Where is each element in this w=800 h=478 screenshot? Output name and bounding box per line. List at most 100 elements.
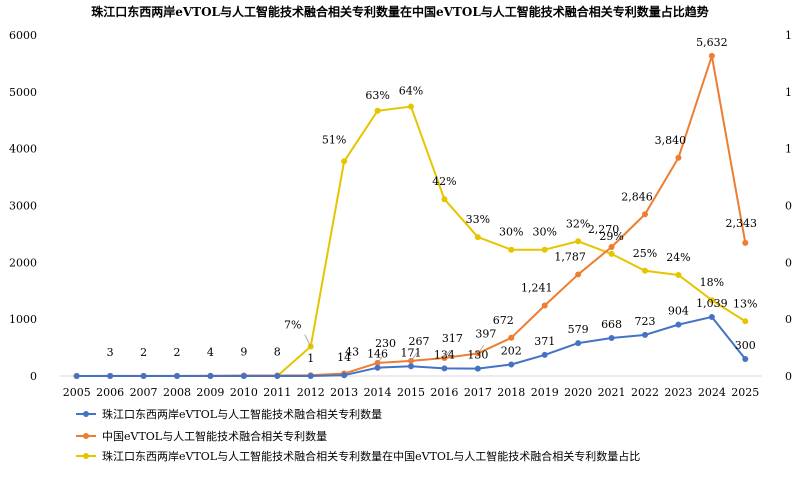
y-tick-label: 6000: [9, 29, 37, 42]
prd-series-point: [274, 373, 281, 379]
prd-series-point: [474, 365, 481, 372]
data-label: 202: [501, 345, 522, 358]
y2-axis: 0 0 0 0 1 1 1: [785, 29, 792, 383]
legend-entry: 珠江口东西两岸eVTOL与人工智能技术融合相关专利数量在中国eVTOL与人工智能…: [102, 449, 640, 463]
share-series-point: [541, 246, 548, 253]
x-tick-label: 2019: [531, 386, 559, 399]
data-label: 668: [601, 318, 622, 331]
label-leader: [377, 354, 384, 364]
prd-series-point: [307, 372, 314, 379]
x-tick-label: 2008: [163, 386, 191, 399]
x-tick-label: 2012: [297, 386, 325, 399]
data-label: 300: [735, 339, 756, 352]
data-label: 397: [475, 327, 496, 340]
data-label: 13%: [733, 297, 757, 310]
data-label: 1,787: [554, 250, 586, 263]
y-tick-label: 2000: [9, 256, 37, 269]
y-tick-label: 5000: [9, 86, 37, 99]
share-series-point: [341, 158, 348, 165]
prd-series-point: [140, 373, 147, 379]
share-series-point: [708, 297, 715, 304]
prd-series-point: [575, 340, 582, 347]
data-label: 42%: [432, 175, 456, 188]
y-tick-label: 3000: [9, 200, 37, 213]
x-tick-label: 2021: [598, 386, 626, 399]
prd-series-point: [240, 372, 247, 379]
y2-tick-label: 0: [785, 313, 792, 326]
share-series-point: [441, 196, 448, 203]
data-label: 3,840: [655, 134, 687, 147]
share-series-point: [408, 103, 414, 110]
x-tick-label: 2010: [230, 386, 258, 399]
x-tick-label: 2006: [96, 386, 124, 399]
data-label: 371: [534, 335, 555, 348]
share-series-point: [575, 238, 582, 245]
legend-swatch-marker: [83, 433, 89, 439]
prd-series-point: [642, 331, 648, 338]
data-label: 2,343: [726, 217, 758, 230]
x-axis: 2005 2006 2007 2008 2009 2010 2011 2012 2013 2014…: [60, 375, 762, 399]
label-leader: [477, 345, 485, 354]
data-label: 146: [367, 348, 388, 361]
y-tick-label: 4000: [9, 143, 37, 156]
data-label: 267: [409, 335, 430, 348]
data-label: 904: [668, 305, 689, 318]
y2-tick-label: 0: [785, 370, 792, 383]
data-label: 33%: [466, 213, 490, 226]
x-tick-label: 2005: [63, 386, 91, 399]
x-tick-label: 2017: [464, 386, 492, 399]
data-label: 3: [107, 346, 114, 359]
data-label: 134: [434, 348, 455, 361]
x-tick-label: 2011: [263, 386, 291, 399]
prd-series-point: [207, 373, 214, 379]
x-tick-label: 2007: [130, 386, 158, 399]
share-series-point: [675, 271, 682, 278]
share-series-point: [508, 246, 515, 253]
y2-tick-label: 0: [785, 200, 792, 213]
data-label: 1: [307, 352, 314, 365]
x-tick-label: 2014: [364, 386, 392, 399]
data-label: 171: [401, 346, 422, 359]
label-leader: [410, 352, 418, 362]
share-series-point: [608, 250, 615, 257]
prd-series-point: [174, 373, 180, 379]
data-label: 5,632: [696, 36, 728, 49]
data-label: 2: [174, 346, 181, 359]
data-label: 317: [442, 332, 463, 345]
prd-series-point: [107, 373, 114, 379]
x-tick-label: 2023: [664, 386, 692, 399]
share-series-point: [374, 107, 381, 114]
label-leader: [304, 334, 312, 347]
data-label: 2,270: [588, 223, 620, 236]
data-label: 230: [375, 337, 396, 350]
data-label: 1,241: [521, 281, 553, 294]
data-label: 64%: [399, 85, 423, 98]
share-series-point: [474, 234, 481, 241]
x-tick-label: 2022: [631, 386, 659, 399]
x-tick-label: 2009: [196, 386, 224, 399]
data-label: 4: [207, 346, 214, 359]
china-series-point: [608, 243, 615, 250]
data-label: 63%: [365, 89, 389, 102]
data-label: 30%: [499, 226, 523, 239]
china-series-point: [508, 334, 515, 341]
x-tick-label: 2016: [430, 386, 458, 399]
data-label: 579: [568, 323, 589, 336]
legend-entry: 珠江口东西两岸eVTOL与人工智能技术融合相关专利数量: [102, 407, 382, 421]
legend-swatch-marker: [83, 453, 89, 459]
plot-area: 1 14 146 171 134 130 202 371 579 668 723 904 1,039 30…: [73, 36, 758, 379]
china-series-point: [642, 211, 648, 218]
x-tick-label: 2013: [330, 386, 358, 399]
y2-tick-label: 1: [785, 29, 792, 42]
prd-series-point: [708, 313, 715, 320]
china-series-point: [708, 52, 715, 59]
y-tick-label: 0: [30, 370, 37, 383]
prd-series-point: [508, 361, 515, 368]
label-leader: [444, 349, 451, 359]
legend: 珠江口东西两岸eVTOL与人工智能技术融合相关专利数量中国eVTOL与人工智能技…: [76, 407, 640, 463]
y2-tick-label: 1: [785, 86, 792, 99]
prd-series-point: [341, 372, 348, 379]
chart-title: 珠江口东西两岸eVTOL与人工智能技术融合相关专利数量在中国eVTOL与人工智能…: [91, 4, 709, 19]
y2-tick-label: 1: [785, 143, 792, 156]
